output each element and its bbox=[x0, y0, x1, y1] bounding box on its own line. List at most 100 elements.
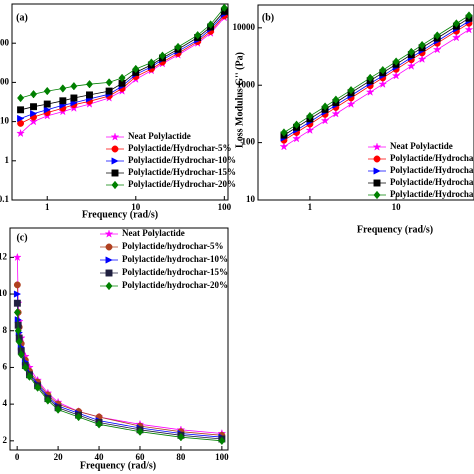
marker bbox=[43, 106, 51, 114]
legend-label: Polylactide/Hydrochar-5% bbox=[390, 153, 474, 163]
series-line bbox=[20, 11, 225, 111]
x-tick-label: 80 bbox=[176, 452, 186, 462]
legend-marker bbox=[105, 269, 113, 277]
marker bbox=[44, 396, 52, 405]
legend-label: Neat Polylactide bbox=[122, 228, 185, 238]
x-tick-label: 20 bbox=[54, 452, 64, 462]
legend-marker bbox=[111, 169, 119, 177]
legend-label: Polylactide/hydrochar-15% bbox=[122, 267, 228, 277]
legend-marker bbox=[105, 281, 113, 291]
y-tick-label: 8 bbox=[3, 325, 8, 335]
series-line bbox=[283, 29, 470, 148]
x-tick-label: 40 bbox=[95, 452, 105, 462]
legend-label: Polylactide/Hydrochar-10% bbox=[390, 165, 474, 175]
marker bbox=[17, 93, 25, 103]
marker bbox=[392, 57, 400, 66]
marker bbox=[75, 412, 83, 422]
x-tick-label: 10 bbox=[131, 202, 141, 212]
legend-marker bbox=[373, 190, 381, 200]
marker bbox=[86, 91, 93, 99]
marker bbox=[17, 350, 25, 359]
legend-marker bbox=[372, 142, 382, 151]
legend-marker bbox=[104, 229, 114, 238]
y-tick-label: 100 bbox=[0, 76, 10, 86]
y-tick-label: 0.1 bbox=[0, 194, 10, 204]
y-tick-label: 6 bbox=[3, 362, 8, 372]
x-tick-label: 0 bbox=[15, 452, 20, 462]
panel-label: (a) bbox=[16, 12, 28, 23]
series-line bbox=[20, 15, 225, 124]
marker bbox=[432, 44, 442, 54]
marker bbox=[433, 31, 441, 40]
marker bbox=[43, 86, 51, 96]
y-tick-label: 12 bbox=[0, 251, 8, 261]
legend-marker bbox=[105, 256, 113, 264]
y-tick-label: 100 bbox=[242, 137, 256, 147]
marker bbox=[417, 54, 427, 64]
x-tick-label: 100 bbox=[218, 202, 232, 212]
marker bbox=[17, 106, 25, 114]
marker bbox=[30, 103, 37, 111]
marker bbox=[451, 32, 461, 42]
y-tick-label: 10000 bbox=[233, 22, 256, 32]
marker bbox=[280, 128, 288, 137]
x-tick-label: 60 bbox=[135, 452, 145, 462]
marker bbox=[21, 363, 29, 372]
legend-marker bbox=[111, 145, 119, 153]
marker bbox=[59, 97, 67, 105]
legend-marker bbox=[373, 167, 381, 175]
marker bbox=[13, 290, 22, 298]
y-tick-label: 4 bbox=[3, 398, 8, 408]
series-line bbox=[17, 284, 222, 436]
marker bbox=[366, 73, 374, 83]
marker bbox=[347, 85, 355, 95]
marker bbox=[70, 94, 78, 102]
marker bbox=[43, 100, 51, 108]
legend-label: Polylactide/Hydrochar-15% bbox=[128, 167, 236, 177]
marker bbox=[293, 120, 301, 129]
marker bbox=[418, 40, 426, 50]
y-tick-label: 1 bbox=[5, 155, 10, 165]
x-tick-label: 100 bbox=[215, 452, 229, 462]
marker bbox=[118, 73, 126, 83]
marker bbox=[14, 326, 22, 335]
marker bbox=[29, 89, 38, 99]
marker bbox=[85, 79, 94, 89]
marker bbox=[407, 47, 415, 57]
marker bbox=[306, 111, 314, 121]
marker bbox=[34, 383, 42, 392]
series-line bbox=[283, 15, 470, 133]
marker bbox=[378, 79, 388, 89]
marker bbox=[465, 11, 473, 20]
marker bbox=[105, 87, 113, 95]
marker bbox=[132, 64, 140, 74]
marker bbox=[365, 87, 375, 96]
panel-label: (c) bbox=[16, 232, 27, 243]
plot-frame bbox=[11, 3, 229, 201]
y-tick-label: 2 bbox=[3, 435, 8, 445]
legend-marker bbox=[111, 180, 119, 190]
marker bbox=[391, 71, 401, 80]
marker bbox=[177, 432, 185, 442]
marker bbox=[406, 61, 416, 70]
marker bbox=[321, 102, 329, 111]
marker bbox=[464, 25, 474, 34]
marker bbox=[105, 78, 113, 87]
marker bbox=[29, 116, 38, 126]
marker bbox=[331, 109, 341, 118]
legend-marker bbox=[373, 155, 381, 163]
legend-marker bbox=[110, 132, 120, 141]
x-axis-label: Frequency (rad/s) bbox=[82, 209, 158, 220]
marker bbox=[15, 337, 23, 346]
marker bbox=[379, 65, 387, 75]
y-axis-label: Loss Modulus G'' (Pa) bbox=[234, 52, 245, 148]
x-axis-label: Frequency (rad/s) bbox=[357, 224, 433, 235]
series-line bbox=[17, 303, 222, 440]
marker bbox=[207, 20, 215, 29]
legend-marker bbox=[105, 243, 113, 251]
legend-label: Neat Polylactide bbox=[390, 141, 453, 151]
marker bbox=[194, 30, 202, 40]
marker bbox=[54, 405, 62, 414]
x-axis-label: Frequency (rad/s) bbox=[80, 460, 156, 471]
